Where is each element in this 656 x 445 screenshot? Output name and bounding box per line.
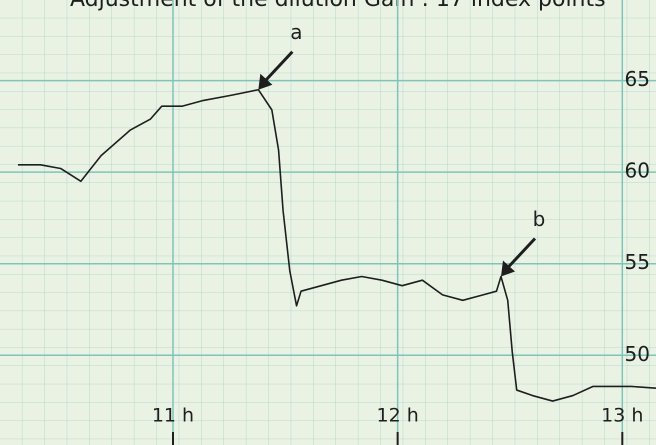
y-tick-label: 50 <box>625 342 650 366</box>
x-tick-label: 13 h <box>601 405 643 427</box>
annotation-label: b <box>533 207 546 231</box>
annotation-arrow <box>263 50 294 83</box>
data-line <box>17 88 656 402</box>
y-tick-label: 55 <box>625 250 650 274</box>
annotation-arrowhead <box>258 73 273 90</box>
annotation-arrowhead <box>500 260 515 277</box>
y-tick-label: 65 <box>625 67 650 91</box>
annotation-arrow <box>505 237 537 270</box>
annotation-label: a <box>290 20 302 44</box>
x-tick-label: 12 h <box>377 405 419 427</box>
x-tick-label: 11 h <box>152 405 194 427</box>
chart-title: Adjustment of the dilution Gain : 17 ind… <box>70 0 606 12</box>
y-tick-label: 60 <box>625 159 650 183</box>
